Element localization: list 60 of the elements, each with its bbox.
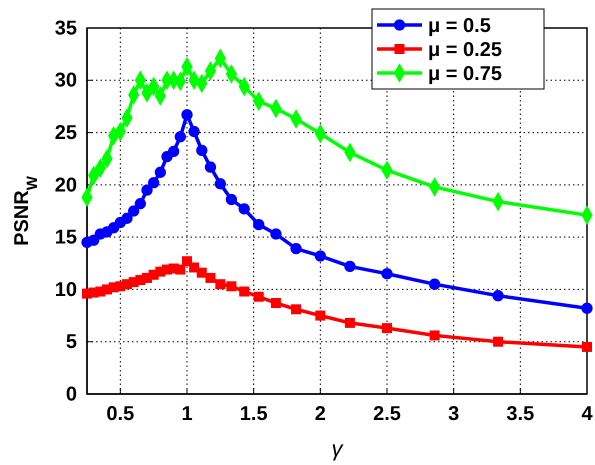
y-tick-label: 10 [54,278,77,301]
x-tick-label: 0.5 [106,403,134,426]
y-tick-label: 30 [54,70,77,92]
x-tick-label: 1 [181,403,193,426]
point [239,286,250,297]
point [174,131,186,142]
point [134,198,146,210]
point [196,144,208,156]
y-tick-label: 20 [54,174,77,196]
point [148,177,160,188]
point [196,268,207,278]
point [270,228,282,240]
point [226,194,238,206]
point [254,292,264,302]
point [315,310,326,321]
point [189,262,200,272]
point [154,166,166,178]
x-tick-label: 3 [448,403,460,426]
legend-label: μ = 0.25 [428,39,502,61]
point [214,178,226,190]
x-tick-label: 2.5 [373,403,401,426]
point [181,109,193,120]
point [314,250,326,262]
point [168,146,180,158]
x-tick-label: 3.5 [506,403,534,426]
point [290,243,302,254]
y-tick-label: 0 [66,383,77,406]
point [238,203,250,215]
point [204,161,216,173]
point [344,318,355,328]
point [344,260,356,272]
point [226,281,236,292]
point [205,272,216,283]
point [291,304,302,314]
point [253,218,264,230]
point [582,342,592,352]
point [493,336,504,347]
x-axis-title: γ [332,436,344,461]
y-tick-label: 25 [54,122,77,144]
point [188,126,200,138]
point [141,184,153,196]
y-tick-label: 15 [54,226,77,249]
point [121,212,133,224]
x-tick-label: 1.5 [240,403,268,426]
x-tick-label: 4 [581,403,594,426]
x-tick-label: 2 [314,403,326,426]
legend-label: μ = 0.75 [428,63,502,85]
point [128,205,140,217]
point [382,323,392,334]
point [270,298,281,308]
point [215,279,226,290]
y-tick-label: 5 [66,331,77,354]
point [381,268,393,280]
point [175,264,186,275]
point [581,302,593,314]
point [430,330,440,340]
point [428,278,440,290]
legend-label: μ = 0.5 [428,15,491,37]
point [492,290,504,302]
y-tick-label: 35 [54,17,77,40]
